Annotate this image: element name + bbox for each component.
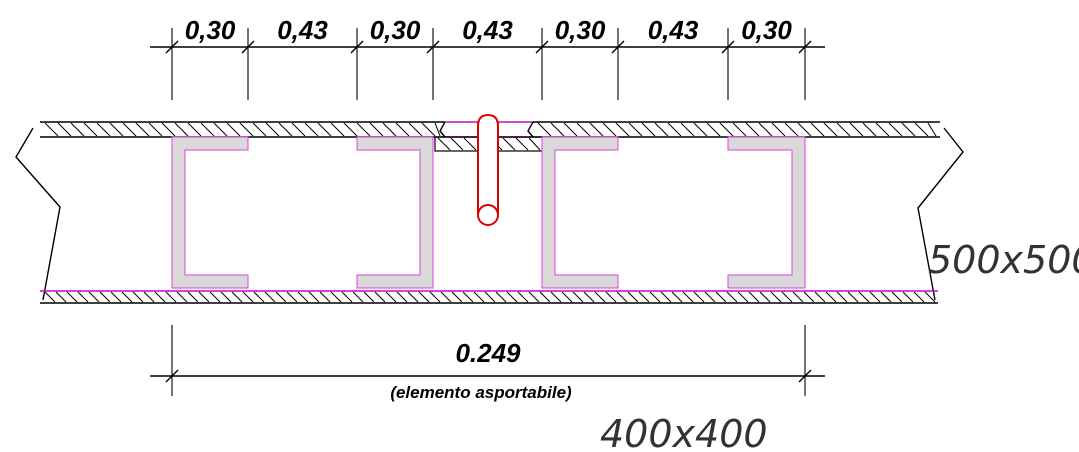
c-profile-3: [541, 136, 619, 289]
dimension-tick: [535, 40, 549, 54]
dimension-segment-label: 0,43: [277, 15, 328, 45]
total-dimension-note: (elemento asportabile): [390, 383, 572, 402]
dimension-tick: [798, 40, 812, 54]
dimension-labels: 0,30 0,43 0,30 0,43 0,30 0,43 0,30: [185, 15, 793, 45]
dimension-ticks: [165, 28, 812, 100]
total-dimension-value: 0.249: [455, 338, 521, 368]
dimension-tick: [165, 40, 179, 54]
dimension-segment-label: 0,30: [741, 15, 792, 45]
top-dimension-chain: 0,30 0,43 0,30 0,43 0,30 0,43 0,30: [150, 15, 825, 100]
bottom-plate-hatch: [44, 291, 936, 303]
bottom-plate: [40, 290, 938, 304]
dimension-segment-label: 0,43: [648, 15, 699, 45]
break-line-right: [917, 127, 964, 301]
c-profiles: [171, 136, 806, 289]
dimension-tick: [350, 40, 364, 54]
top-plate-hatch: [44, 122, 937, 137]
c-profile-2: [356, 136, 434, 289]
break-line-left: [15, 127, 61, 301]
dimension-tick: [611, 40, 625, 54]
dimension-segment-label: 0,30: [185, 15, 236, 45]
c-profile-4: [727, 136, 806, 289]
section-size-label-right: 500x500: [928, 238, 1079, 282]
dimension-segment-label: 0,30: [370, 15, 421, 45]
dimension-tick: [721, 40, 735, 54]
pin: [477, 113, 499, 226]
dimension-tick: [241, 40, 255, 54]
c-profile-1: [171, 136, 249, 289]
section-size-label-bottom: 400x400: [600, 412, 768, 452]
dimension-tick: [426, 40, 440, 54]
dimension-segment-label: 0,30: [555, 15, 606, 45]
bottom-dimension: 0.249 (elemento asportabile): [150, 325, 825, 402]
dimension-segment-label: 0,43: [462, 15, 513, 45]
